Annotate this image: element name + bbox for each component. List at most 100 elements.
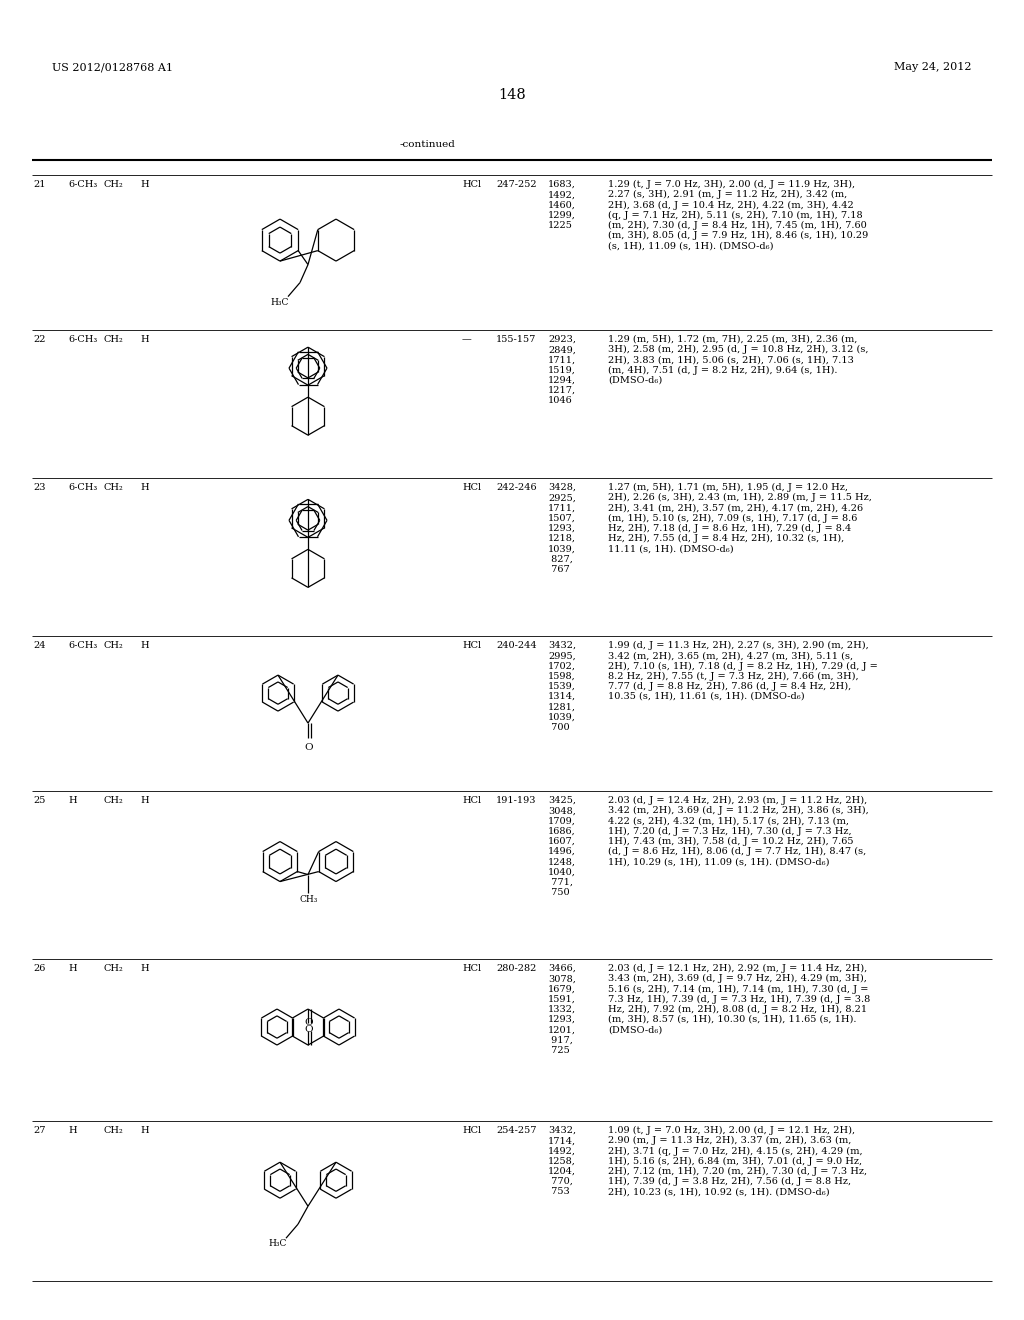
Text: 1591,: 1591, [548, 994, 575, 1003]
Text: 1H), 5.16 (s, 2H), 6.84 (m, 3H), 7.01 (d, J = 9.0 Hz,: 1H), 5.16 (s, 2H), 6.84 (m, 3H), 7.01 (d… [608, 1156, 862, 1166]
Text: H: H [68, 964, 77, 973]
Text: 1492,: 1492, [548, 190, 575, 199]
Text: (s, 1H), 11.09 (s, 1H). (DMSO-d₆): (s, 1H), 11.09 (s, 1H). (DMSO-d₆) [608, 242, 773, 251]
Text: HCl: HCl [462, 964, 481, 973]
Text: 2H), 7.12 (m, 1H), 7.20 (m, 2H), 7.30 (d, J = 7.3 Hz,: 2H), 7.12 (m, 1H), 7.20 (m, 2H), 7.30 (d… [608, 1167, 867, 1176]
Text: CH₂: CH₂ [103, 335, 123, 345]
Text: 1607,: 1607, [548, 837, 575, 846]
Text: 242-246: 242-246 [496, 483, 537, 492]
Text: H: H [140, 1126, 148, 1135]
Text: 1460,: 1460, [548, 201, 575, 210]
Text: 1492,: 1492, [548, 1146, 575, 1155]
Text: CH₂: CH₂ [103, 180, 123, 189]
Text: 6-CH₃: 6-CH₃ [68, 483, 97, 492]
Text: 1.27 (m, 5H), 1.71 (m, 5H), 1.95 (d, J = 12.0 Hz,: 1.27 (m, 5H), 1.71 (m, 5H), 1.95 (d, J =… [608, 483, 848, 492]
Text: O: O [304, 743, 312, 752]
Text: 3.42 (m, 2H), 3.69 (d, J = 11.2 Hz, 2H), 3.86 (s, 3H),: 3.42 (m, 2H), 3.69 (d, J = 11.2 Hz, 2H),… [608, 807, 868, 816]
Text: 2923,: 2923, [548, 335, 575, 345]
Text: 3.42 (m, 2H), 3.65 (m, 2H), 4.27 (m, 3H), 5.11 (s,: 3.42 (m, 2H), 3.65 (m, 2H), 4.27 (m, 3H)… [608, 651, 853, 660]
Text: 2H), 3.68 (d, J = 10.4 Hz, 2H), 4.22 (m, 3H), 4.42: 2H), 3.68 (d, J = 10.4 Hz, 2H), 4.22 (m,… [608, 201, 854, 210]
Text: —: — [462, 335, 472, 345]
Text: H: H [140, 335, 148, 345]
Text: H: H [140, 796, 148, 805]
Text: 1281,: 1281, [548, 702, 575, 711]
Text: 22: 22 [33, 335, 45, 345]
Text: 1539,: 1539, [548, 682, 575, 690]
Text: 1201,: 1201, [548, 1026, 575, 1034]
Text: 3432,: 3432, [548, 642, 577, 649]
Text: CH₂: CH₂ [103, 1126, 123, 1135]
Text: 10.35 (s, 1H), 11.61 (s, 1H). (DMSO-d₆): 10.35 (s, 1H), 11.61 (s, 1H). (DMSO-d₆) [608, 692, 805, 701]
Text: 2H), 2.26 (s, 3H), 2.43 (m, 1H), 2.89 (m, J = 11.5 Hz,: 2H), 2.26 (s, 3H), 2.43 (m, 1H), 2.89 (m… [608, 494, 871, 503]
Text: 2925,: 2925, [548, 494, 575, 502]
Text: CH₂: CH₂ [103, 642, 123, 649]
Text: 1248,: 1248, [548, 857, 575, 866]
Text: 2H), 7.10 (s, 1H), 7.18 (d, J = 8.2 Hz, 1H), 7.29 (d, J =: 2H), 7.10 (s, 1H), 7.18 (d, J = 8.2 Hz, … [608, 661, 878, 671]
Text: 2.03 (d, J = 12.4 Hz, 2H), 2.93 (m, J = 11.2 Hz, 2H),: 2.03 (d, J = 12.4 Hz, 2H), 2.93 (m, J = … [608, 796, 867, 805]
Text: 1.29 (t, J = 7.0 Hz, 3H), 2.00 (d, J = 11.9 Hz, 3H),: 1.29 (t, J = 7.0 Hz, 3H), 2.00 (d, J = 1… [608, 180, 855, 189]
Text: 1039,: 1039, [548, 713, 575, 722]
Text: CH₂: CH₂ [103, 796, 123, 805]
Text: (DMSO-d₆): (DMSO-d₆) [608, 1026, 663, 1034]
Text: 767: 767 [548, 565, 569, 574]
Text: 1204,: 1204, [548, 1167, 575, 1176]
Text: 2.90 (m, J = 11.3 Hz, 2H), 3.37 (m, 2H), 3.63 (m,: 2.90 (m, J = 11.3 Hz, 2H), 3.37 (m, 2H),… [608, 1137, 851, 1146]
Text: May 24, 2012: May 24, 2012 [895, 62, 972, 73]
Text: 1039,: 1039, [548, 544, 575, 553]
Text: H₃C: H₃C [270, 297, 289, 306]
Text: 5.16 (s, 2H), 7.14 (m, 1H), 7.14 (m, 1H), 7.30 (d, J =: 5.16 (s, 2H), 7.14 (m, 1H), 7.14 (m, 1H)… [608, 985, 868, 994]
Text: 25: 25 [33, 796, 45, 805]
Text: 1258,: 1258, [548, 1156, 575, 1166]
Text: O: O [304, 1018, 312, 1027]
Text: 1H), 7.20 (d, J = 7.3 Hz, 1H), 7.30 (d, J = 7.3 Hz,: 1H), 7.20 (d, J = 7.3 Hz, 1H), 7.30 (d, … [608, 826, 852, 836]
Text: 247-252: 247-252 [496, 180, 537, 189]
Text: H: H [68, 1126, 77, 1135]
Text: 2H), 3.71 (q, J = 7.0 Hz, 2H), 4.15 (s, 2H), 4.29 (m,: 2H), 3.71 (q, J = 7.0 Hz, 2H), 4.15 (s, … [608, 1146, 862, 1155]
Text: (m, 4H), 7.51 (d, J = 8.2 Hz, 2H), 9.64 (s, 1H).: (m, 4H), 7.51 (d, J = 8.2 Hz, 2H), 9.64 … [608, 366, 838, 375]
Text: 155-157: 155-157 [496, 335, 537, 345]
Text: 917,: 917, [548, 1035, 572, 1044]
Text: 3078,: 3078, [548, 974, 575, 983]
Text: 1046: 1046 [548, 396, 572, 405]
Text: H: H [68, 796, 77, 805]
Text: (d, J = 8.6 Hz, 1H), 8.06 (d, J = 7.7 Hz, 1H), 8.47 (s,: (d, J = 8.6 Hz, 1H), 8.06 (d, J = 7.7 Hz… [608, 847, 866, 857]
Text: 1519,: 1519, [548, 366, 575, 375]
Text: 750: 750 [548, 888, 569, 896]
Text: 24: 24 [33, 642, 45, 649]
Text: 3H), 2.58 (m, 2H), 2.95 (d, J = 10.8 Hz, 2H), 3.12 (s,: 3H), 2.58 (m, 2H), 2.95 (d, J = 10.8 Hz,… [608, 346, 868, 354]
Text: 191-193: 191-193 [496, 796, 537, 805]
Text: 1702,: 1702, [548, 661, 575, 671]
Text: 7.3 Hz, 1H), 7.39 (d, J = 7.3 Hz, 1H), 7.39 (d, J = 3.8: 7.3 Hz, 1H), 7.39 (d, J = 7.3 Hz, 1H), 7… [608, 994, 870, 1003]
Text: H₃C: H₃C [268, 1239, 287, 1249]
Text: 2849,: 2849, [548, 346, 575, 354]
Text: 827,: 827, [548, 554, 572, 564]
Text: 240-244: 240-244 [496, 642, 537, 649]
Text: (m, 3H), 8.57 (s, 1H), 10.30 (s, 1H), 11.65 (s, 1H).: (m, 3H), 8.57 (s, 1H), 10.30 (s, 1H), 11… [608, 1015, 856, 1024]
Text: 280-282: 280-282 [496, 964, 537, 973]
Text: (m, 1H), 5.10 (s, 2H), 7.09 (s, 1H), 7.17 (d, J = 8.6: (m, 1H), 5.10 (s, 2H), 7.09 (s, 1H), 7.1… [608, 513, 857, 523]
Text: 1293,: 1293, [548, 1015, 575, 1024]
Text: 11.11 (s, 1H). (DMSO-d₆): 11.11 (s, 1H). (DMSO-d₆) [608, 544, 733, 553]
Text: 254-257: 254-257 [496, 1126, 537, 1135]
Text: 700: 700 [548, 722, 569, 731]
Text: Hz, 2H), 7.92 (m, 2H), 8.08 (d, J = 8.2 Hz, 1H), 8.21: Hz, 2H), 7.92 (m, 2H), 8.08 (d, J = 8.2 … [608, 1005, 867, 1014]
Text: 1218,: 1218, [548, 535, 575, 543]
Text: 1H), 10.29 (s, 1H), 11.09 (s, 1H). (DMSO-d₆): 1H), 10.29 (s, 1H), 11.09 (s, 1H). (DMSO… [608, 857, 829, 866]
Text: 1299,: 1299, [548, 211, 575, 219]
Text: 8.2 Hz, 2H), 7.55 (t, J = 7.3 Hz, 2H), 7.66 (m, 3H),: 8.2 Hz, 2H), 7.55 (t, J = 7.3 Hz, 2H), 7… [608, 672, 859, 681]
Text: 3425,: 3425, [548, 796, 575, 805]
Text: 148: 148 [498, 88, 526, 102]
Text: 1.29 (m, 5H), 1.72 (m, 7H), 2.25 (m, 3H), 2.36 (m,: 1.29 (m, 5H), 1.72 (m, 7H), 2.25 (m, 3H)… [608, 335, 857, 345]
Text: 3432,: 3432, [548, 1126, 577, 1135]
Text: HCl: HCl [462, 642, 481, 649]
Text: (q, J = 7.1 Hz, 2H), 5.11 (s, 2H), 7.10 (m, 1H), 7.18: (q, J = 7.1 Hz, 2H), 5.11 (s, 2H), 7.10 … [608, 211, 862, 219]
Text: 1686,: 1686, [548, 826, 575, 836]
Text: Hz, 2H), 7.55 (d, J = 8.4 Hz, 2H), 10.32 (s, 1H),: Hz, 2H), 7.55 (d, J = 8.4 Hz, 2H), 10.32… [608, 535, 844, 543]
Text: 7.77 (d, J = 8.8 Hz, 2H), 7.86 (d, J = 8.4 Hz, 2H),: 7.77 (d, J = 8.8 Hz, 2H), 7.86 (d, J = 8… [608, 682, 851, 690]
Text: H: H [140, 180, 148, 189]
Text: 1294,: 1294, [548, 376, 575, 385]
Text: 1.09 (t, J = 7.0 Hz, 3H), 2.00 (d, J = 12.1 Hz, 2H),: 1.09 (t, J = 7.0 Hz, 3H), 2.00 (d, J = 1… [608, 1126, 855, 1135]
Text: 1H), 7.39 (d, J = 3.8 Hz, 2H), 7.56 (d, J = 8.8 Hz,: 1H), 7.39 (d, J = 3.8 Hz, 2H), 7.56 (d, … [608, 1177, 851, 1187]
Text: HCl: HCl [462, 1126, 481, 1135]
Text: 1679,: 1679, [548, 985, 575, 994]
